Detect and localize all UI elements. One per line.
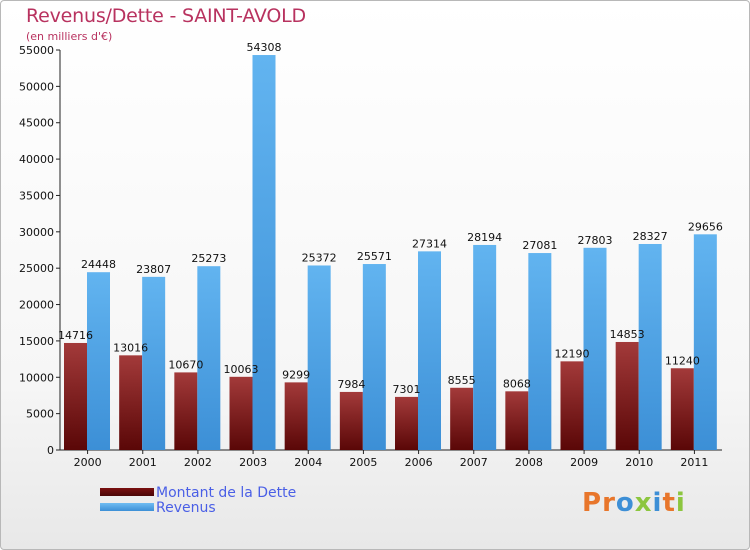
bar-revenus <box>307 265 331 450</box>
legend-swatch-revenus <box>100 503 154 511</box>
x-tick-label: 2004 <box>294 456 322 469</box>
bar-dette <box>284 382 308 450</box>
y-tick-label: 5000 <box>26 408 54 421</box>
y-tick-label: 25000 <box>19 262 54 275</box>
bar-dette <box>560 361 584 450</box>
x-tick-label: 2003 <box>239 456 267 469</box>
x-tick-label: 2006 <box>405 456 433 469</box>
bar-revenus <box>142 276 166 450</box>
x-tick-label: 2008 <box>515 456 543 469</box>
data-label-dette: 11240 <box>665 354 700 367</box>
logo-letter: o <box>615 488 635 518</box>
legend-swatch-dette <box>100 488 154 496</box>
bar-revenus <box>252 55 276 451</box>
data-label-dette: 10063 <box>224 363 259 376</box>
logo-letter: t <box>662 488 676 518</box>
data-label-dette: 14716 <box>58 329 93 342</box>
y-tick-label: 40000 <box>19 153 54 166</box>
data-label-revenus: 28327 <box>633 230 668 243</box>
data-label-dette: 8068 <box>503 377 531 390</box>
bar-revenus <box>693 234 717 450</box>
y-tick-label: 10000 <box>19 371 54 384</box>
y-tick-label: 50000 <box>19 80 54 93</box>
bar-revenus <box>528 253 552 450</box>
x-tick-label: 2009 <box>570 456 598 469</box>
bar-dette <box>174 372 198 450</box>
bar-dette <box>395 396 418 450</box>
x-tick-label: 2011 <box>680 456 708 469</box>
legend-label-revenus: Revenus <box>156 500 216 516</box>
data-label-revenus: 54308 <box>247 41 282 54</box>
data-label-revenus: 27081 <box>522 239 557 252</box>
y-tick-label: 35000 <box>19 189 54 202</box>
data-label-revenus: 25273 <box>191 252 226 265</box>
x-tick-label: 2001 <box>129 456 157 469</box>
data-label-dette: 7301 <box>393 383 421 396</box>
y-tick-label: 45000 <box>19 117 54 130</box>
bars <box>64 55 717 451</box>
logo-letter: P <box>582 488 603 518</box>
legend-label-dette: Montant de la Dette <box>156 485 297 501</box>
data-label-dette: 8555 <box>448 374 476 387</box>
logo-letter: i <box>675 488 686 518</box>
data-label-revenus: 24448 <box>81 258 116 271</box>
y-tick-label: 55000 <box>19 44 54 57</box>
data-label-dette: 10670 <box>168 358 203 371</box>
data-label-revenus: 27803 <box>578 234 613 247</box>
x-tick-label: 2005 <box>349 456 377 469</box>
data-label-revenus: 29656 <box>688 220 723 233</box>
data-labels: 14716 24448 13016 23807 10670 25273 10063 54308… <box>58 41 723 396</box>
bar-dette <box>670 368 694 450</box>
data-label-revenus: 28194 <box>467 231 502 244</box>
x-tick-label: 2007 <box>460 456 488 469</box>
data-label-revenus: 27314 <box>412 237 447 250</box>
bar-revenus <box>418 251 441 450</box>
data-label-revenus: 25372 <box>302 251 337 264</box>
data-label-revenus: 23807 <box>136 263 171 276</box>
data-label-dette: 13016 <box>113 341 148 354</box>
y-tick-label: 15000 <box>19 335 54 348</box>
data-label-revenus: 25571 <box>357 250 392 263</box>
y-tick-label: 0 <box>47 444 54 457</box>
logo-letter: x <box>634 488 653 518</box>
data-label-dette: 14853 <box>610 328 645 341</box>
data-label-dette: 7984 <box>337 378 365 391</box>
bar-dette <box>450 387 474 450</box>
logo-letter: r <box>602 488 616 518</box>
logo-letter: i <box>652 488 663 518</box>
bar-dette <box>615 341 639 450</box>
bar-dette <box>339 391 363 450</box>
bar-revenus <box>362 264 386 450</box>
bar-revenus <box>197 266 221 450</box>
axes: 0 5000 10000 15000 20000 25000 30000 35000 40000… <box>19 44 722 469</box>
data-label-dette: 9299 <box>282 368 310 381</box>
bar-dette <box>505 391 529 450</box>
bar-dette <box>119 355 143 450</box>
bar-revenus <box>473 244 497 450</box>
x-tick-label: 2000 <box>74 456 102 469</box>
data-label-dette: 12190 <box>555 347 590 360</box>
proxiti-logo: Proxiti <box>582 488 686 518</box>
bar-revenus <box>87 272 110 450</box>
bar-dette <box>229 376 253 450</box>
bar-revenus <box>583 247 607 450</box>
y-tick-label: 20000 <box>19 299 54 312</box>
chart-title: Revenus/Dette - SAINT-AVOLD <box>26 5 306 27</box>
chart-subtitle: (en milliers d'€) <box>26 30 113 43</box>
x-tick-label: 2002 <box>184 456 212 469</box>
x-tick-label: 2010 <box>625 456 653 469</box>
bar-dette <box>64 342 87 450</box>
y-tick-label: 30000 <box>19 226 54 239</box>
bar-revenus <box>638 243 662 450</box>
